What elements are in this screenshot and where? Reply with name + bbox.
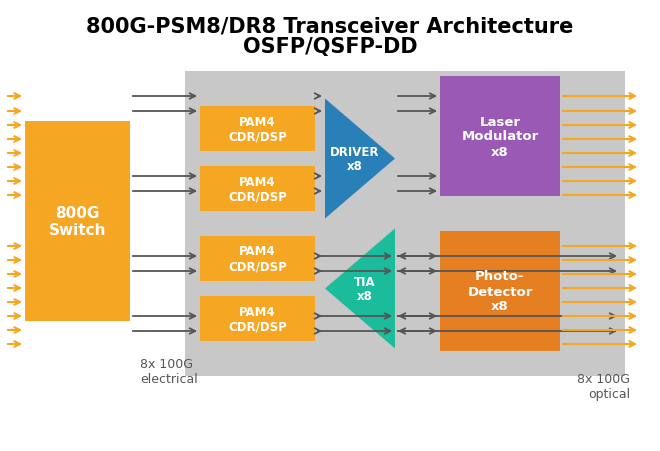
Text: PAM4
CDR/DSP: PAM4 CDR/DSP [228, 245, 287, 273]
Text: OSFP/QSFP-DD: OSFP/QSFP-DD [243, 37, 417, 57]
Text: DRIVER
x8: DRIVER x8 [330, 145, 380, 173]
Polygon shape [325, 99, 395, 219]
FancyBboxPatch shape [440, 77, 560, 197]
Text: 800G-PSM8/DR8 Transceiver Architecture: 800G-PSM8/DR8 Transceiver Architecture [86, 17, 574, 37]
Text: PAM4
CDR/DSP: PAM4 CDR/DSP [228, 115, 287, 143]
Text: 800G
Switch: 800G Switch [49, 205, 106, 238]
Polygon shape [325, 229, 395, 349]
Text: 8x 100G
optical: 8x 100G optical [577, 372, 630, 400]
Text: TIA
x8: TIA x8 [354, 275, 376, 303]
FancyBboxPatch shape [200, 166, 315, 212]
FancyBboxPatch shape [200, 236, 315, 281]
FancyBboxPatch shape [200, 296, 315, 341]
Text: 8x 100G
electrical: 8x 100G electrical [140, 357, 198, 385]
FancyBboxPatch shape [25, 122, 130, 321]
FancyBboxPatch shape [440, 231, 560, 351]
Text: Photo-
Detector
x8: Photo- Detector x8 [467, 270, 533, 313]
Text: Laser
Modulator
x8: Laser Modulator x8 [461, 115, 539, 158]
Text: PAM4
CDR/DSP: PAM4 CDR/DSP [228, 305, 287, 333]
FancyBboxPatch shape [200, 107, 315, 152]
FancyBboxPatch shape [185, 72, 625, 376]
Text: PAM4
CDR/DSP: PAM4 CDR/DSP [228, 175, 287, 203]
